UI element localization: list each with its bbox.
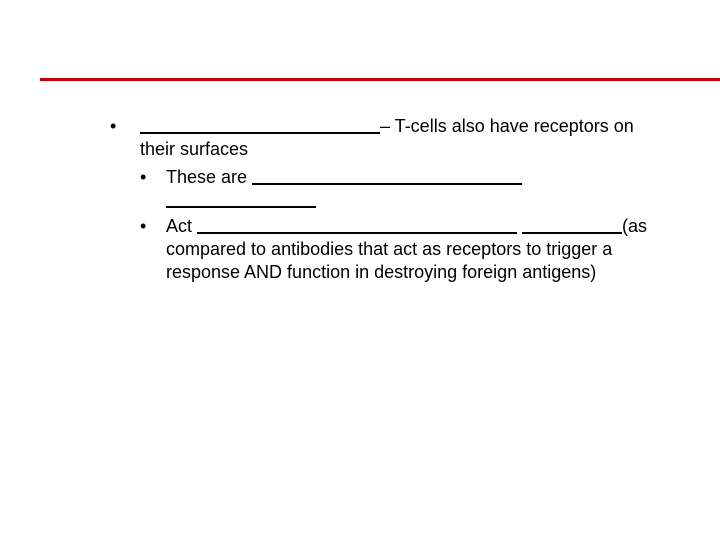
bullet-text: Act	[166, 216, 197, 236]
slide-content: • – T-cells also have receptors on their…	[110, 115, 650, 287]
bullet-icon: •	[110, 115, 116, 138]
bullet-icon: •	[140, 166, 146, 189]
bullet-level2: • Act (as compared to antibodies that ac…	[110, 215, 650, 285]
fill-blank	[252, 168, 522, 185]
accent-bar	[40, 78, 720, 81]
bullet-text: These are	[166, 167, 252, 187]
fill-blank	[197, 216, 517, 233]
fill-blank	[140, 117, 380, 134]
bullet-level2: • These are	[110, 166, 650, 213]
bullet-level1: • – T-cells also have receptors on their…	[110, 115, 650, 162]
fill-blank	[522, 216, 622, 233]
slide: • – T-cells also have receptors on their…	[0, 0, 720, 540]
fill-blank	[166, 191, 316, 208]
bullet-icon: •	[140, 215, 146, 238]
